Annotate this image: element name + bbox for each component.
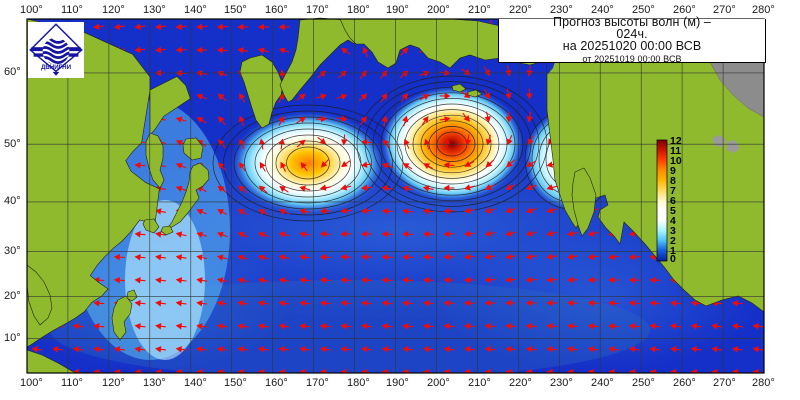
svg-text:ДВНИГНИ: ДВНИГНИ xyxy=(41,64,72,71)
